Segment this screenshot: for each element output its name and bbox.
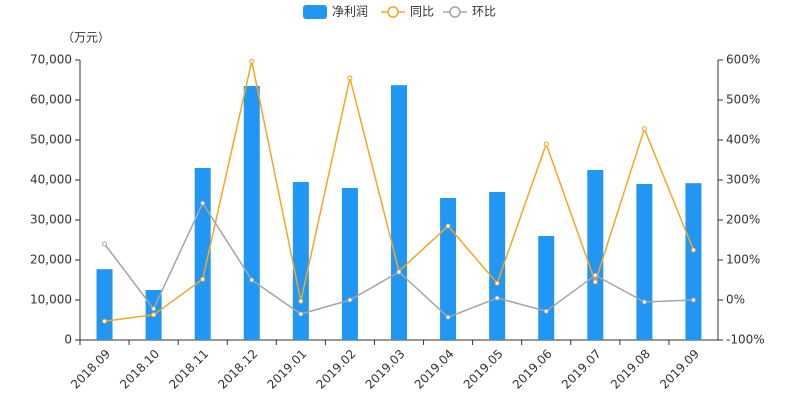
y2-tick-label: -100% <box>726 333 765 347</box>
point <box>347 75 353 81</box>
point <box>641 126 647 132</box>
x-tick-label: 2019.04 <box>412 347 457 392</box>
point <box>641 299 647 305</box>
bar <box>292 182 309 340</box>
point <box>151 306 157 312</box>
unit-label: （万元） <box>62 31 110 45</box>
legend-swatch <box>387 6 399 18</box>
point <box>249 277 255 283</box>
point <box>445 314 451 320</box>
x-tick-label: 2019.07 <box>559 347 604 392</box>
point <box>543 308 549 314</box>
x-tick-label: 2019.08 <box>608 347 653 392</box>
point <box>200 200 206 206</box>
point <box>445 223 451 229</box>
point <box>690 297 696 303</box>
y-tick-label: 40,000 <box>30 173 72 187</box>
x-tick-label: 2019.02 <box>314 347 359 392</box>
point <box>102 318 108 324</box>
y2-tick-label: 400% <box>726 133 760 147</box>
y-tick-label: 70,000 <box>30 53 72 67</box>
point <box>690 247 696 253</box>
bar <box>440 198 457 340</box>
x-tick-label: 2019.01 <box>264 347 309 392</box>
x-tick-label: 2019.06 <box>510 347 555 392</box>
y-tick-label: 60,000 <box>30 93 72 107</box>
y-tick-label: 50,000 <box>30 133 72 147</box>
y2-tick-label: 500% <box>726 93 760 107</box>
bar <box>341 188 358 340</box>
point <box>592 279 598 285</box>
point <box>543 141 549 147</box>
bar <box>243 86 260 340</box>
point <box>592 272 598 278</box>
legend-swatch <box>449 6 461 18</box>
y2-tick-label: 100% <box>726 253 760 267</box>
x-tick-label: 2019.03 <box>363 347 408 392</box>
y2-tick-label: 600% <box>726 53 760 67</box>
point <box>298 311 304 317</box>
legend-label: 环比 <box>472 5 496 19</box>
y2-tick-label: 0% <box>726 293 745 307</box>
bar <box>391 85 407 340</box>
bar <box>96 269 113 340</box>
y-tick-label: 10,000 <box>30 293 72 307</box>
bar <box>587 170 604 340</box>
bar <box>636 184 653 340</box>
point <box>494 295 500 301</box>
y-tick-label: 0 <box>64 333 72 347</box>
x-tick-label: 2018.10 <box>117 347 162 392</box>
point <box>102 241 108 247</box>
point <box>396 269 402 275</box>
point <box>249 58 255 64</box>
x-tick-label: 2019.09 <box>657 347 702 392</box>
x-tick-label: 2018.12 <box>215 347 260 392</box>
bar <box>685 183 702 340</box>
legend-label: 净利润 <box>332 5 368 19</box>
y2-tick-label: 200% <box>726 213 760 227</box>
point <box>347 297 353 303</box>
bar <box>538 236 555 340</box>
x-tick-label: 2019.05 <box>461 347 506 392</box>
bar <box>489 192 506 340</box>
y-tick-label: 20,000 <box>30 253 72 267</box>
x-tick-label: 2018.11 <box>166 347 211 392</box>
point <box>494 280 500 286</box>
legend-label: 同比 <box>410 5 434 19</box>
point <box>151 312 157 318</box>
x-tick-label: 2018.09 <box>68 347 113 392</box>
point <box>298 298 304 304</box>
point <box>200 276 206 282</box>
y2-tick-label: 300% <box>726 173 760 187</box>
y-tick-label: 30,000 <box>30 213 72 227</box>
legend-swatch <box>303 5 327 19</box>
